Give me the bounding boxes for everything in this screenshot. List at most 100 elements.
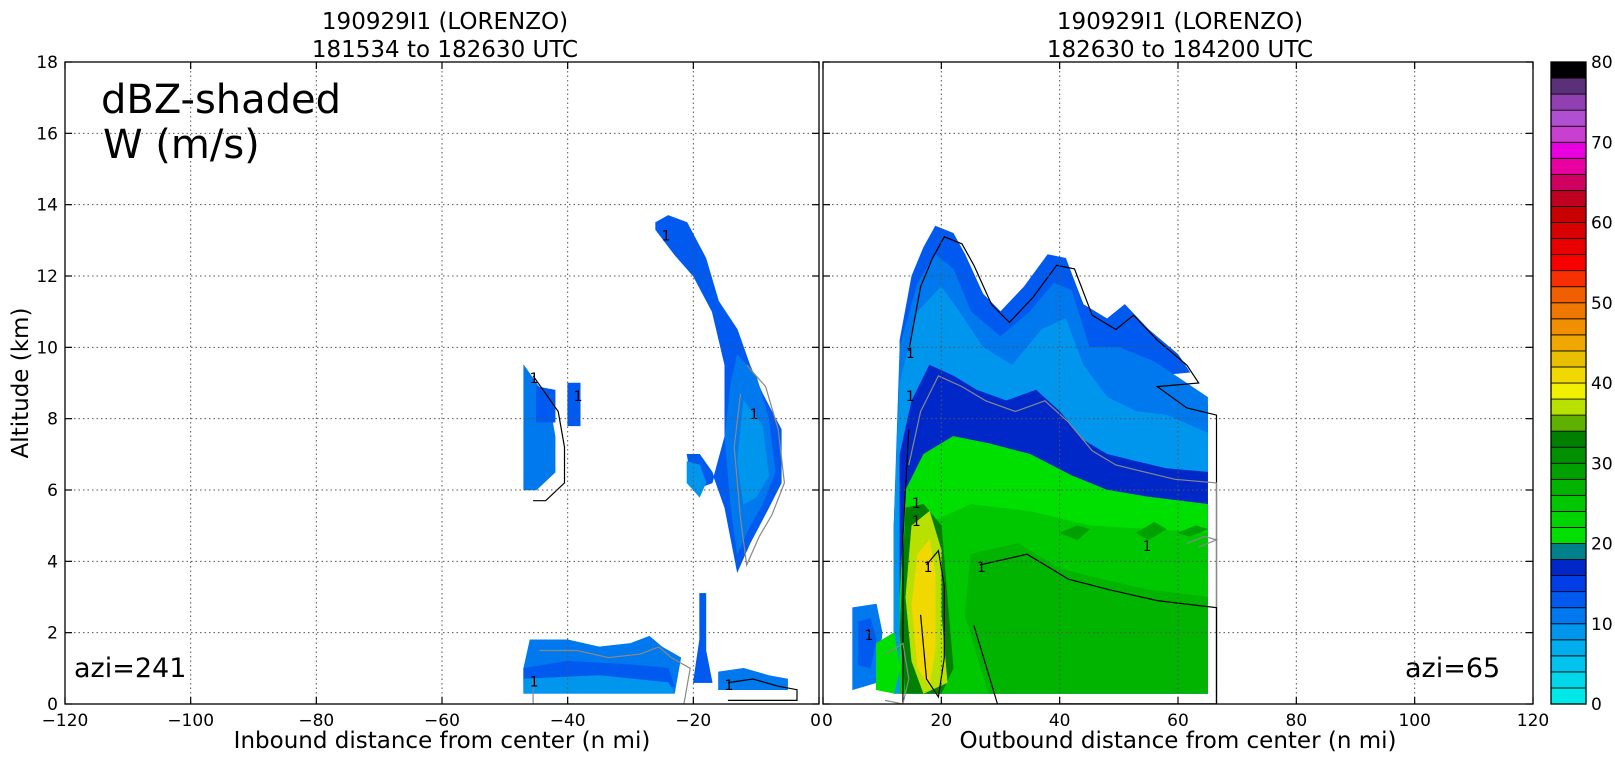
colorbar-bin <box>1550 478 1587 496</box>
y-tick-label: 6 <box>47 481 58 501</box>
colorbar-bin <box>1550 639 1587 657</box>
w-contour-line <box>902 236 1218 704</box>
w-contour-line <box>973 553 1218 704</box>
x-tick-label: 20 <box>931 711 953 731</box>
dbz-region <box>567 382 581 427</box>
colorbar-bin <box>1550 206 1587 223</box>
dbz-region <box>1177 525 1209 537</box>
x-tick-label: 120 <box>1517 711 1549 731</box>
y-tick-label: 16 <box>36 124 58 144</box>
colorbar-bin <box>1550 61 1587 79</box>
y-tick-label: 12 <box>36 267 58 287</box>
colorbar-bin <box>1550 157 1587 175</box>
x-tick-label: −60 <box>424 711 460 731</box>
contour-label: 1 <box>530 371 539 387</box>
contour-label: 1 <box>906 346 915 362</box>
dbz-region <box>523 675 676 694</box>
dbz-region <box>911 539 936 688</box>
contour-label: 1 <box>977 560 986 576</box>
contour-label: 1 <box>865 628 874 644</box>
colorbar-bin <box>1550 222 1587 239</box>
colorbar-bin <box>1550 141 1587 159</box>
colorbar: 0 10 20 30 40 50 60 70 80 <box>1550 53 1613 715</box>
left-panel: 190929I1 (LORENZO) 181534 to 182630 UTC … <box>8 9 821 754</box>
colorbar-bin <box>1550 591 1587 609</box>
colorbar-bin <box>1550 527 1587 544</box>
w-contour-line <box>733 364 786 568</box>
colorbar-tick-label: 30 <box>1591 454 1613 474</box>
x-tick-label: 0 <box>810 711 821 731</box>
colorbar-bin <box>1550 270 1587 288</box>
contour-label: 1 <box>724 678 733 694</box>
colorbar-bin <box>1550 93 1587 111</box>
w-contour-line <box>920 549 945 699</box>
x-tick-label: 60 <box>1167 711 1189 731</box>
y-tick-label: 8 <box>47 410 58 430</box>
y-tick-label: 14 <box>36 196 58 216</box>
colorbar-bin <box>1550 510 1587 528</box>
x-tick-label: 80 <box>1286 711 1308 731</box>
colorbar-bin <box>1550 77 1587 95</box>
right-azimuth-label: azi=65 <box>1405 653 1500 684</box>
colorbar-bin <box>1550 302 1587 320</box>
left-ticks: −120 −100 −80 −60 −40 −20 0 0 2 4 6 8 10 12 14 16 18 <box>36 53 821 731</box>
colorbar-bin <box>1550 334 1587 352</box>
colorbar-tick-label: 0 <box>1591 695 1602 715</box>
annotation-dbz-shaded: dBZ-shaded <box>101 77 341 123</box>
left-plot-area: 1 1 1 1 1 1 <box>523 215 798 704</box>
colorbar-bin <box>1550 318 1587 336</box>
colorbar-bin <box>1550 189 1587 207</box>
y-tick-label: 4 <box>47 552 58 572</box>
colorbar-bin <box>1550 462 1587 480</box>
dbz-region <box>692 593 713 683</box>
right-plot-area: 1 1 1 1 1 1 1 1 <box>852 225 1219 704</box>
right-panel: 190929I1 (LORENZO) 182630 to 184200 UTC … <box>822 9 1549 754</box>
dbz-region <box>858 618 877 669</box>
colorbar-bin <box>1550 687 1587 705</box>
contour-label: 1 <box>1143 539 1152 555</box>
w-contour-line <box>1186 535 1219 548</box>
colorbar-bin <box>1550 238 1587 256</box>
dbz-region <box>1136 521 1167 541</box>
annotation-w-contour: W (m/s) <box>103 122 260 168</box>
dbz-region <box>875 632 901 694</box>
colorbar-bin <box>1550 125 1587 143</box>
contour-label: 1 <box>912 514 921 530</box>
colorbar-bin <box>1550 671 1587 689</box>
x-tick-label: −100 <box>167 711 214 731</box>
contour-label: 1 <box>662 229 671 245</box>
colorbar-tick-label: 60 <box>1591 214 1613 234</box>
right-xlabel: Outbound distance from center (n mi) <box>960 728 1397 754</box>
colorbar-tick-label: 10 <box>1591 615 1613 635</box>
w-contour-line <box>532 646 691 704</box>
y-tick-label: 0 <box>47 695 58 715</box>
colorbar-bin <box>1550 623 1587 641</box>
w-contour-line <box>727 678 798 702</box>
colorbar-bin <box>1550 607 1587 625</box>
y-tick-label: 10 <box>36 338 58 358</box>
colorbar-bin <box>1550 543 1587 560</box>
dbz-region <box>1058 525 1090 541</box>
left-title-line1: 190929I1 (LORENZO) <box>322 9 568 35</box>
x-tick-label: −80 <box>298 711 334 731</box>
colorbar-tick-label: 40 <box>1591 374 1613 394</box>
colorbar-bin <box>1550 398 1587 416</box>
contour-label: 1 <box>912 496 921 512</box>
colorbar-bin <box>1550 655 1587 673</box>
contour-label: 1 <box>750 407 759 423</box>
contour-label: 1 <box>924 560 933 576</box>
dbz-region <box>686 461 707 498</box>
x-tick-label: 0 <box>822 711 833 731</box>
w-contour-line <box>908 375 1218 704</box>
colorbar-bin <box>1550 109 1587 127</box>
x-tick-label: −120 <box>42 711 89 731</box>
y-tick-label: 18 <box>36 53 58 73</box>
dbz-region <box>736 400 770 505</box>
dbz-region <box>535 386 556 423</box>
colorbar-bin <box>1550 173 1587 191</box>
colorbar-tick-label: 50 <box>1591 294 1613 314</box>
colorbar-bin <box>1550 559 1587 576</box>
colorbar-bin <box>1550 446 1587 464</box>
contour-label: 1 <box>574 389 583 405</box>
colorbar-bin <box>1550 286 1587 304</box>
